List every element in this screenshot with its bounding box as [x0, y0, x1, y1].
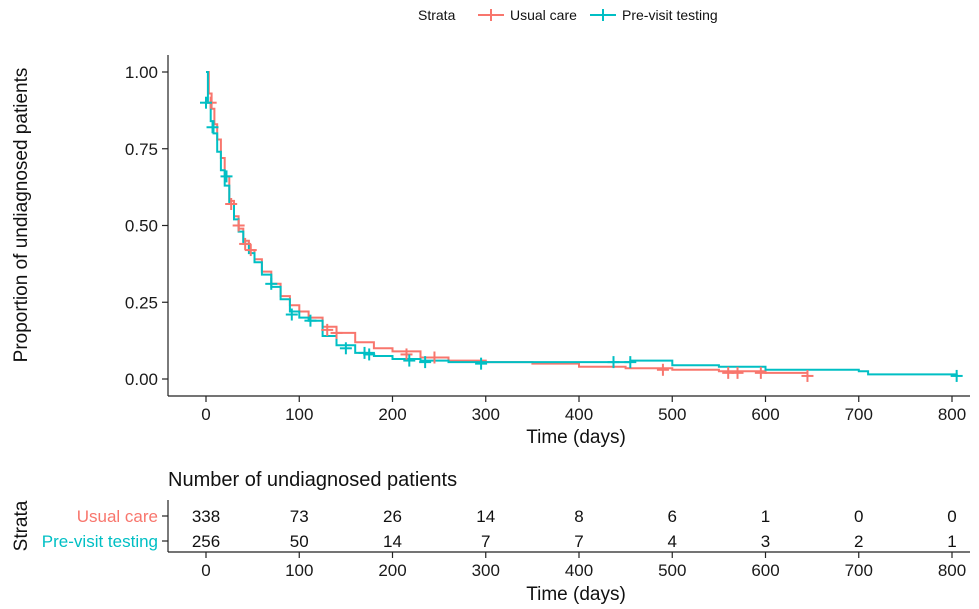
censor-marks: [200, 96, 963, 382]
x-ticks: 0 100 200 300 400 500 600 700 800: [201, 396, 966, 424]
risk-x-tick-label: 400: [565, 561, 593, 580]
risk-count-pre-visit-testing: 256: [192, 532, 220, 551]
censor-mark-pre-visit-testing: [475, 357, 488, 370]
censor-mark-pre-visit-testing: [339, 342, 352, 355]
risk-count-usual-care: 6: [668, 507, 677, 526]
x-axis-title: Time (days): [526, 427, 626, 448]
risk-count-usual-care: 1: [761, 507, 770, 526]
censor-mark-usual-care: [428, 351, 441, 364]
x-tick-label: 800: [938, 405, 966, 424]
censor-mark-pre-visit-testing: [304, 314, 317, 327]
x-tick-label: 400: [565, 405, 593, 424]
censor-mark-pre-visit-testing: [220, 170, 233, 183]
risk-count-usual-care: 73: [290, 507, 309, 526]
censor-mark-usual-care: [244, 244, 257, 257]
x-tick-label: 200: [378, 405, 406, 424]
risk-count-usual-care: 0: [947, 507, 956, 526]
risk-x-tick-label: 100: [285, 561, 313, 580]
censor-mark-pre-visit-testing: [950, 369, 963, 382]
risk-row-label-usual-care: Usual care: [77, 507, 158, 526]
risk-x-tick-label: 700: [845, 561, 873, 580]
legend-label-pre-visit-testing: Pre-visit testing: [622, 7, 718, 23]
y-ticks: 0.00 0.25 0.50 0.75 1.00: [125, 63, 168, 389]
risk-count-usual-care: 26: [383, 507, 402, 526]
censor-mark-usual-care: [232, 219, 245, 232]
censor-mark-usual-care: [656, 363, 669, 376]
censor-mark-usual-care: [754, 366, 767, 379]
y-axis-title: Proportion of undiagnosed patients: [11, 68, 32, 363]
survival-line-pre-visit-testing: [206, 71, 958, 376]
risk-count-pre-visit-testing: 3: [761, 532, 770, 551]
censor-mark-pre-visit-testing: [265, 277, 278, 290]
risk-count-usual-care: 8: [574, 507, 583, 526]
legend: Strata Usual care Pre-visit testing: [418, 7, 718, 23]
risk-table-strata-label: Strata: [11, 500, 32, 551]
survival-curves: [206, 71, 958, 376]
x-tick-label: 100: [285, 405, 313, 424]
risk-table-title: Number of undiagnosed patients: [168, 469, 457, 491]
censor-mark-usual-care: [330, 326, 343, 339]
censor-mark-usual-care: [321, 323, 334, 336]
censor-mark-pre-visit-testing: [403, 354, 416, 367]
legend-item-pre-visit-testing: Pre-visit testing: [590, 7, 718, 23]
legend-label-usual-care: Usual care: [510, 7, 577, 23]
risk-x-tick-label: 0: [201, 561, 210, 580]
risk-x-tick-label: 600: [751, 561, 779, 580]
censor-mark-usual-care: [239, 237, 252, 250]
risk-x-tick-label: 500: [658, 561, 686, 580]
risk-x-axis-title: Time (days): [526, 584, 626, 605]
y-tick-label: 0.75: [125, 140, 158, 159]
x-tick-label: 300: [472, 405, 500, 424]
risk-x-tick-label: 200: [378, 561, 406, 580]
x-tick-label: 700: [845, 405, 873, 424]
risk-row-label-pre-visit-testing: Pre-visit testing: [42, 532, 158, 551]
censor-mark-pre-visit-testing: [624, 356, 637, 369]
censor-mark-pre-visit-testing: [206, 121, 219, 134]
censor-mark-usual-care: [225, 198, 238, 211]
censor-mark-pre-visit-testing: [363, 348, 376, 361]
risk-count-pre-visit-testing: 7: [574, 532, 583, 551]
censor-mark-pre-visit-testing: [200, 96, 212, 109]
risk-count-usual-care: 338: [192, 507, 220, 526]
censor-mark-pre-visit-testing: [607, 356, 620, 369]
risk-x-tick-label: 800: [938, 561, 966, 580]
y-tick-label: 1.00: [125, 63, 158, 82]
y-tick-label: 0.00: [125, 370, 158, 389]
censor-mark-pre-visit-testing: [285, 308, 298, 321]
censor-mark-usual-care: [801, 369, 814, 382]
risk-count-pre-visit-testing: 2: [854, 532, 863, 551]
y-tick-label: 0.25: [125, 293, 158, 312]
risk-x-tick-label: 300: [472, 561, 500, 580]
x-tick-label: 600: [751, 405, 779, 424]
y-tick-label: 0.50: [125, 217, 158, 236]
risk-x-ticks: 0 100 200 300 400 500 600 700 800: [201, 552, 966, 580]
risk-count-pre-visit-testing: 7: [481, 532, 490, 551]
legend-title: Strata: [418, 7, 456, 23]
censor-mark-usual-care: [731, 366, 744, 379]
legend-item-usual-care: Usual care: [478, 7, 577, 23]
survival-line-usual-care: [206, 71, 809, 376]
risk-count-usual-care: 14: [476, 507, 495, 526]
x-tick-label: 0: [201, 405, 210, 424]
risk-count-pre-visit-testing: 14: [383, 532, 402, 551]
risk-count-usual-care: 0: [854, 507, 863, 526]
x-tick-label: 500: [658, 405, 686, 424]
censor-mark-usual-care: [400, 348, 413, 361]
censor-mark-pre-visit-testing: [419, 356, 432, 369]
risk-count-pre-visit-testing: 50: [290, 532, 309, 551]
risk-count-pre-visit-testing: 1: [947, 532, 956, 551]
risk-count-pre-visit-testing: 4: [668, 532, 677, 551]
